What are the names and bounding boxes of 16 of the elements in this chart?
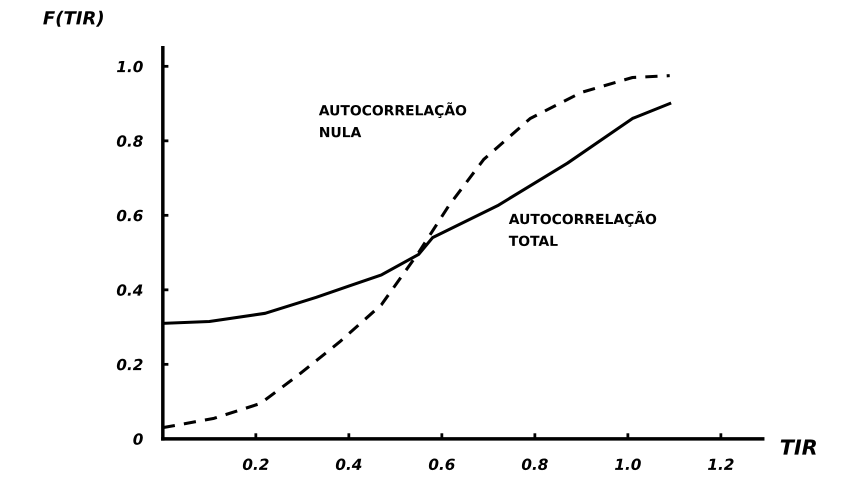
text: AUTOCORRELAÇÃO NULA	[318, 102, 466, 138]
y-tick-label: 0	[133, 433, 143, 445]
y-tick-label: 0.2	[116, 358, 143, 370]
y-tick-label: 0.4	[116, 284, 142, 296]
y-tick-label: 0.8	[116, 135, 143, 147]
y-tick-label: 1.0	[116, 60, 143, 72]
y-axis-title: F(TIR)	[43, 10, 103, 27]
x-axis-title: TIR	[780, 439, 816, 455]
x-tick-label: 0.8	[522, 458, 548, 470]
x-tick-label: 0.6	[428, 458, 455, 470]
x-tick-label: 0.2	[242, 458, 269, 470]
x-tick-label: 1.0	[614, 458, 641, 470]
x-tick-label: 1.2	[708, 458, 734, 470]
x-tick-label: 0.4	[336, 458, 362, 470]
series-label: AUTOCORRELAÇÃO TOTAL	[508, 211, 656, 246]
y-tick-label: 0.6	[116, 210, 143, 222]
